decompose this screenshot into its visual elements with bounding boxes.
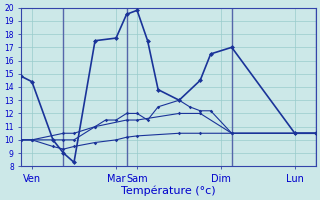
X-axis label: Température (°c): Température (°c) [121,185,216,196]
